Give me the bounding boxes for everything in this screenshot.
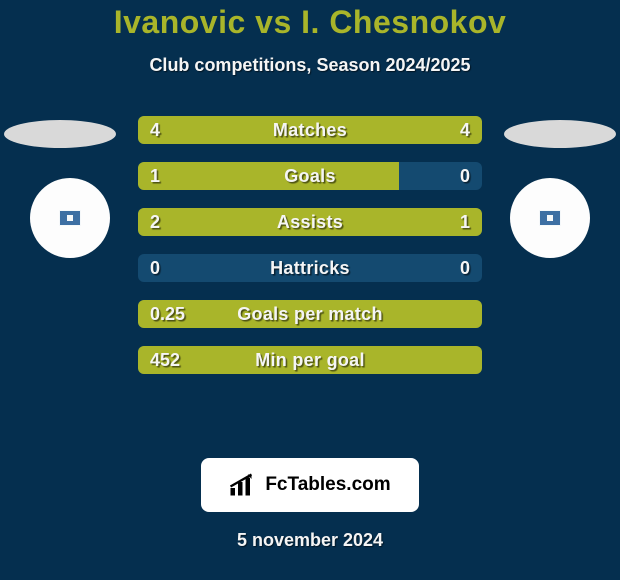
logo-text: FcTables.com — [265, 474, 390, 496]
stat-value-left: 0 — [150, 254, 160, 282]
logo-prefix: Fc — [265, 474, 287, 495]
stats-stage: Matches44Goals10Assists21Hattricks00Goal… — [0, 116, 620, 456]
player2-badge — [510, 178, 590, 258]
stat-bar-left — [138, 346, 482, 374]
date: 5 november 2024 — [0, 530, 620, 551]
player1-ellipse — [4, 120, 116, 148]
stat-value-left: 2 — [150, 208, 160, 236]
stat-bar-left — [138, 208, 365, 236]
vs-text: vs — [255, 4, 292, 40]
stat-value-right: 4 — [460, 116, 470, 144]
stat-bar-left — [138, 162, 399, 190]
stat-row: Goals per match0.25 — [138, 300, 482, 328]
player2-ellipse — [504, 120, 616, 148]
stat-value-right: 0 — [460, 254, 470, 282]
stat-row: Min per goal452 — [138, 346, 482, 374]
comparison-card: Ivanovic vs I. Chesnokov Club competitio… — [0, 0, 620, 580]
page-title: Ivanovic vs I. Chesnokov — [0, 4, 620, 41]
player1-badge — [30, 178, 110, 258]
stat-value-left: 0.25 — [150, 300, 185, 328]
stat-row: Hattricks0 0 — [138, 254, 482, 282]
stat-row: Goals10 — [138, 162, 482, 190]
stats-bars: Matches44Goals10Assists21Hattricks00Goal… — [138, 116, 482, 392]
stat-row: Assists21 — [138, 208, 482, 236]
player2-name: I. Chesnokov — [301, 4, 506, 40]
subtitle: Club competitions, Season 2024/2025 — [0, 55, 620, 76]
stat-value-left: 4 — [150, 116, 160, 144]
fctables-logo: FcTables.com — [201, 458, 419, 512]
logo-rest: Tables.com — [288, 474, 391, 495]
stat-bar-left — [138, 300, 482, 328]
stat-value-left: 452 — [150, 346, 180, 374]
stat-bar-right — [310, 116, 482, 144]
player1-name: Ivanovic — [114, 4, 246, 40]
bars-icon — [229, 473, 259, 497]
stat-row: Matches44 — [138, 116, 482, 144]
stat-label: Hattricks — [138, 254, 482, 282]
badge-placeholder-icon — [539, 210, 561, 226]
stat-value-left: 1 — [150, 162, 160, 190]
stat-value-right: 0 — [460, 162, 470, 190]
stat-value-right: 1 — [460, 208, 470, 236]
stat-bar-left — [138, 116, 310, 144]
badge-placeholder-icon — [59, 210, 81, 226]
